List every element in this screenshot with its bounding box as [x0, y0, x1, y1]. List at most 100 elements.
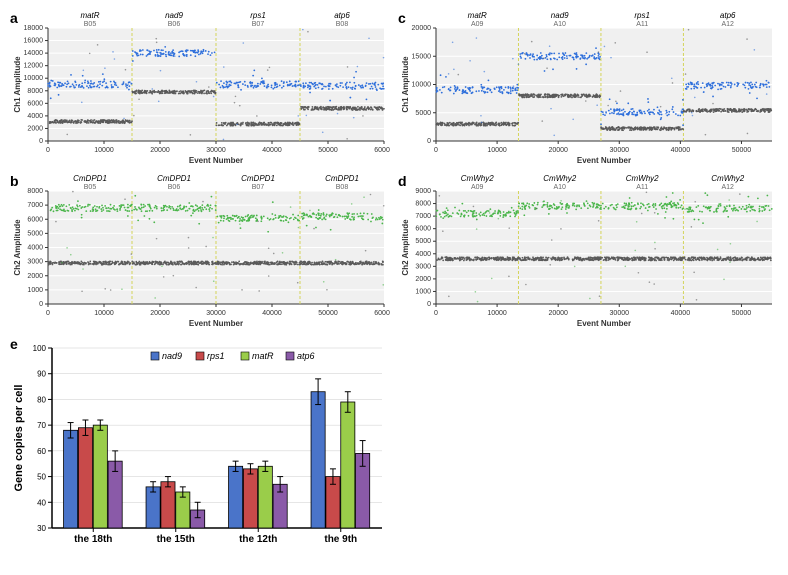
- svg-text:2000: 2000: [27, 125, 43, 132]
- panel-a-label: a: [10, 10, 18, 26]
- svg-text:Ch1 Amplitude: Ch1 Amplitude: [401, 56, 410, 113]
- svg-text:10000: 10000: [24, 75, 44, 82]
- panel-e-label: e: [10, 336, 18, 352]
- svg-text:30000: 30000: [610, 310, 630, 317]
- panel-d-label: d: [398, 173, 407, 189]
- svg-text:10000: 10000: [487, 147, 507, 154]
- svg-text:16000: 16000: [24, 38, 44, 45]
- svg-text:A12: A12: [721, 21, 734, 28]
- svg-text:CmDPD1: CmDPD1: [241, 174, 275, 183]
- svg-text:3000: 3000: [415, 263, 431, 270]
- svg-text:12000: 12000: [24, 63, 44, 70]
- svg-text:A09: A09: [471, 184, 484, 191]
- svg-text:40000: 40000: [262, 310, 282, 317]
- svg-text:2000: 2000: [415, 276, 431, 283]
- svg-text:40000: 40000: [671, 147, 691, 154]
- svg-text:atp6: atp6: [720, 11, 736, 20]
- svg-text:0: 0: [434, 310, 438, 317]
- svg-text:4000: 4000: [415, 251, 431, 258]
- svg-text:50000: 50000: [732, 310, 752, 317]
- svg-text:B05: B05: [84, 21, 97, 28]
- svg-text:20000: 20000: [548, 310, 568, 317]
- svg-text:CmDPD1: CmDPD1: [157, 174, 191, 183]
- svg-text:CmDPD1: CmDPD1: [73, 174, 107, 183]
- svg-text:60000: 60000: [374, 147, 390, 154]
- svg-text:Ch2 Amplitude: Ch2 Amplitude: [401, 219, 410, 276]
- svg-text:0: 0: [46, 310, 50, 317]
- svg-text:40000: 40000: [262, 147, 282, 154]
- svg-text:40000: 40000: [671, 310, 691, 317]
- svg-text:50000: 50000: [318, 310, 338, 317]
- panel-e: e 30405060708090100Gene copies per cellt…: [10, 336, 390, 556]
- svg-text:0: 0: [434, 147, 438, 154]
- svg-text:Event Number: Event Number: [189, 319, 243, 328]
- svg-text:B08: B08: [336, 21, 349, 28]
- panel-a: a 0 2000 4000 6000 8000 10000 12000 14000 16000 1…: [10, 10, 390, 165]
- svg-text:8000: 8000: [27, 188, 43, 195]
- svg-text:5000: 5000: [415, 238, 431, 245]
- svg-text:18000: 18000: [24, 25, 44, 32]
- svg-text:rps1: rps1: [250, 11, 266, 20]
- svg-text:50000: 50000: [318, 147, 338, 154]
- svg-text:B06: B06: [168, 21, 181, 28]
- svg-text:Ch1 Amplitude: Ch1 Amplitude: [13, 56, 22, 113]
- svg-text:10000: 10000: [94, 310, 114, 317]
- svg-text:30000: 30000: [206, 310, 226, 317]
- svg-text:atp6: atp6: [334, 11, 350, 20]
- svg-text:60000: 60000: [374, 310, 390, 317]
- svg-text:0: 0: [46, 147, 50, 154]
- svg-text:matR: matR: [468, 11, 487, 20]
- svg-text:4000: 4000: [27, 245, 43, 252]
- svg-text:8000: 8000: [415, 201, 431, 208]
- scatter-a: 0 2000 4000 6000 8000 10000 12000 14000 16000 180…: [10, 10, 390, 165]
- scatter-d: 0100020003000400050006000700080009000010…: [398, 173, 778, 328]
- svg-text:B07: B07: [252, 184, 265, 191]
- svg-text:nad9: nad9: [551, 11, 569, 20]
- svg-text:Ch2 Amplitude: Ch2 Amplitude: [13, 219, 22, 276]
- svg-text:7000: 7000: [27, 202, 43, 209]
- svg-text:30000: 30000: [206, 147, 226, 154]
- svg-text:A10: A10: [553, 184, 566, 191]
- svg-text:6000: 6000: [415, 226, 431, 233]
- svg-text:1000: 1000: [415, 288, 431, 295]
- svg-text:2000: 2000: [27, 273, 43, 280]
- svg-text:Event Number: Event Number: [577, 156, 631, 165]
- svg-text:20000: 20000: [150, 147, 170, 154]
- panel-c-label: c: [398, 10, 406, 26]
- svg-text:0: 0: [39, 301, 43, 308]
- svg-text:10000: 10000: [94, 147, 114, 154]
- svg-text:5000: 5000: [415, 110, 431, 117]
- svg-text:rps1: rps1: [634, 11, 650, 20]
- svg-text:B06: B06: [168, 184, 181, 191]
- svg-text:CmWhy2: CmWhy2: [461, 174, 494, 183]
- svg-text:20000: 20000: [150, 310, 170, 317]
- panel-b-label: b: [10, 173, 19, 189]
- scatter-c: 0500010000150002000001000020000300004000…: [398, 10, 778, 165]
- svg-text:4000: 4000: [27, 113, 43, 120]
- svg-text:15000: 15000: [412, 53, 432, 60]
- svg-text:CmWhy2: CmWhy2: [543, 174, 576, 183]
- svg-text:0: 0: [427, 301, 431, 308]
- bar-chart-e: 30405060708090100Gene copies per cellthe…: [10, 336, 390, 556]
- svg-text:A11: A11: [636, 21, 648, 28]
- svg-text:5000: 5000: [27, 230, 43, 237]
- svg-text:14000: 14000: [24, 50, 44, 57]
- svg-text:0: 0: [427, 138, 431, 145]
- svg-text:CmDPD1: CmDPD1: [325, 174, 359, 183]
- svg-text:50000: 50000: [732, 147, 752, 154]
- svg-text:B05: B05: [84, 184, 97, 191]
- svg-text:20000: 20000: [412, 25, 432, 32]
- svg-text:7000: 7000: [415, 213, 431, 220]
- panel-c: c 05000100001500020000010000200003000040…: [398, 10, 778, 165]
- svg-text:B08: B08: [336, 184, 349, 191]
- svg-text:10000: 10000: [487, 310, 507, 317]
- svg-text:nad9: nad9: [165, 11, 183, 20]
- panel-b: b 01000200030004000500060007000800001000…: [10, 173, 390, 328]
- svg-text:B07: B07: [252, 21, 265, 28]
- svg-text:matR: matR: [80, 11, 99, 20]
- svg-text:8000: 8000: [27, 88, 43, 95]
- svg-text:Event Number: Event Number: [577, 319, 631, 328]
- svg-text:6000: 6000: [27, 100, 43, 107]
- panel-d: d 01000200030004000500060007000800090000…: [398, 173, 778, 328]
- svg-text:Event Number: Event Number: [189, 156, 243, 165]
